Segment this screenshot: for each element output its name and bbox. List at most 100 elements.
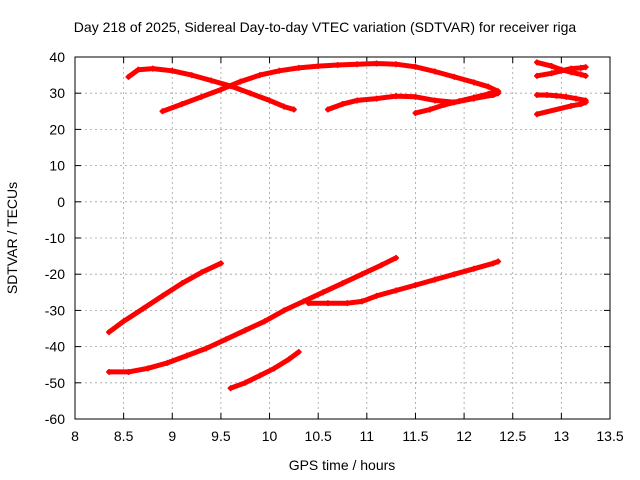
y-tick-label: -30 bbox=[45, 302, 65, 318]
data-point bbox=[242, 379, 249, 386]
data-point bbox=[543, 92, 550, 99]
data-point bbox=[373, 95, 380, 102]
data-point bbox=[320, 289, 327, 296]
x-tick-label: 10.5 bbox=[305, 428, 332, 444]
x-tick-label: 9.5 bbox=[211, 428, 231, 444]
data-point bbox=[393, 287, 399, 294]
series-trace bbox=[306, 259, 501, 306]
series-trace bbox=[228, 349, 302, 391]
x-tick-label: 8.5 bbox=[114, 428, 134, 444]
y-tick-label: 30 bbox=[49, 85, 65, 101]
y-tick-label: -20 bbox=[45, 266, 65, 282]
series-arc-2 bbox=[159, 60, 502, 115]
data-point bbox=[169, 67, 176, 74]
data-point bbox=[227, 385, 234, 392]
data-point bbox=[427, 106, 434, 113]
data-point bbox=[451, 73, 458, 80]
data-point bbox=[247, 90, 254, 97]
data-point bbox=[324, 106, 331, 113]
data-point bbox=[344, 300, 351, 307]
data-point bbox=[470, 94, 477, 101]
data-point bbox=[485, 83, 492, 90]
x-tick-label: 11.5 bbox=[402, 428, 428, 444]
data-point bbox=[125, 73, 132, 80]
data-point bbox=[164, 359, 171, 366]
ticks-layer: 8 8.5 9 9.5 10 10.5 11 11.5 12 12.5 13 13.5 40 30 20 10… bbox=[45, 49, 624, 444]
data-point bbox=[431, 276, 438, 283]
series-arc-6 bbox=[534, 64, 589, 79]
data-point bbox=[577, 101, 584, 108]
data-point bbox=[261, 318, 268, 325]
x-axis-title: GPS time / hours bbox=[289, 457, 396, 473]
data-point bbox=[305, 300, 312, 307]
series-trace bbox=[106, 255, 399, 375]
data-point bbox=[159, 108, 166, 115]
data-point bbox=[276, 67, 283, 74]
y-tick-label: 10 bbox=[49, 158, 65, 174]
x-tick-label: 13.5 bbox=[596, 428, 623, 444]
data-point bbox=[188, 72, 195, 79]
data-point bbox=[295, 64, 302, 71]
data-point bbox=[135, 66, 142, 73]
data-point bbox=[334, 61, 341, 68]
y-tick-label: 20 bbox=[49, 121, 65, 137]
chart-title: Day 218 of 2025, Sidereal Day-to-day VTE… bbox=[74, 19, 577, 35]
data-point bbox=[373, 60, 380, 67]
data-point bbox=[217, 260, 224, 267]
data-point bbox=[208, 77, 215, 84]
data-point bbox=[558, 67, 565, 74]
data-point bbox=[354, 61, 361, 68]
x-tick-label: 10 bbox=[262, 428, 278, 444]
data-point bbox=[315, 63, 322, 70]
data-point bbox=[266, 97, 273, 104]
series-trace bbox=[534, 92, 589, 103]
x-tick-label: 13 bbox=[554, 428, 570, 444]
data-point bbox=[237, 78, 244, 85]
data-point bbox=[144, 365, 151, 372]
series-arc-4 bbox=[412, 88, 502, 117]
data-point bbox=[106, 368, 113, 375]
y-tick-label: -40 bbox=[45, 339, 65, 355]
data-point bbox=[485, 90, 492, 97]
data-point bbox=[431, 68, 438, 75]
data-point bbox=[534, 72, 541, 79]
y-tick-label: 0 bbox=[57, 194, 65, 210]
series-arc-8 bbox=[534, 99, 589, 118]
data-point bbox=[393, 61, 399, 68]
data-point bbox=[198, 269, 205, 276]
data-point bbox=[149, 65, 156, 72]
grid-layer bbox=[75, 57, 610, 419]
data-point bbox=[281, 103, 288, 110]
data-point bbox=[358, 271, 365, 278]
data-point bbox=[183, 352, 190, 359]
series-arc-9 bbox=[106, 260, 224, 336]
data-point bbox=[286, 356, 292, 363]
data-point bbox=[339, 101, 346, 108]
y-axis-title: SDTVAR / TECUs bbox=[4, 182, 20, 294]
x-tick-label: 9 bbox=[168, 428, 176, 444]
data-point bbox=[125, 368, 132, 375]
x-tick-label: 8 bbox=[71, 428, 79, 444]
data-point bbox=[572, 95, 579, 102]
data-point bbox=[295, 349, 302, 356]
data-point bbox=[563, 93, 570, 100]
x-tick-label: 12.5 bbox=[499, 428, 526, 444]
data-point bbox=[577, 71, 584, 78]
data-point bbox=[222, 336, 229, 343]
data-point bbox=[582, 99, 589, 106]
data-point bbox=[412, 93, 419, 100]
data-point bbox=[159, 292, 166, 299]
data-point bbox=[412, 63, 419, 70]
data-point bbox=[271, 365, 278, 372]
data-point bbox=[568, 65, 575, 72]
data-point bbox=[242, 327, 249, 334]
data-point bbox=[120, 318, 127, 325]
data-point bbox=[470, 265, 477, 272]
data-point bbox=[354, 97, 361, 104]
data-point bbox=[339, 280, 346, 287]
data-point bbox=[451, 271, 458, 278]
y-tick-label: -60 bbox=[45, 411, 65, 427]
y-tick-label: 40 bbox=[49, 49, 65, 65]
data-point bbox=[582, 64, 589, 71]
series-arc-10 bbox=[106, 254, 399, 375]
